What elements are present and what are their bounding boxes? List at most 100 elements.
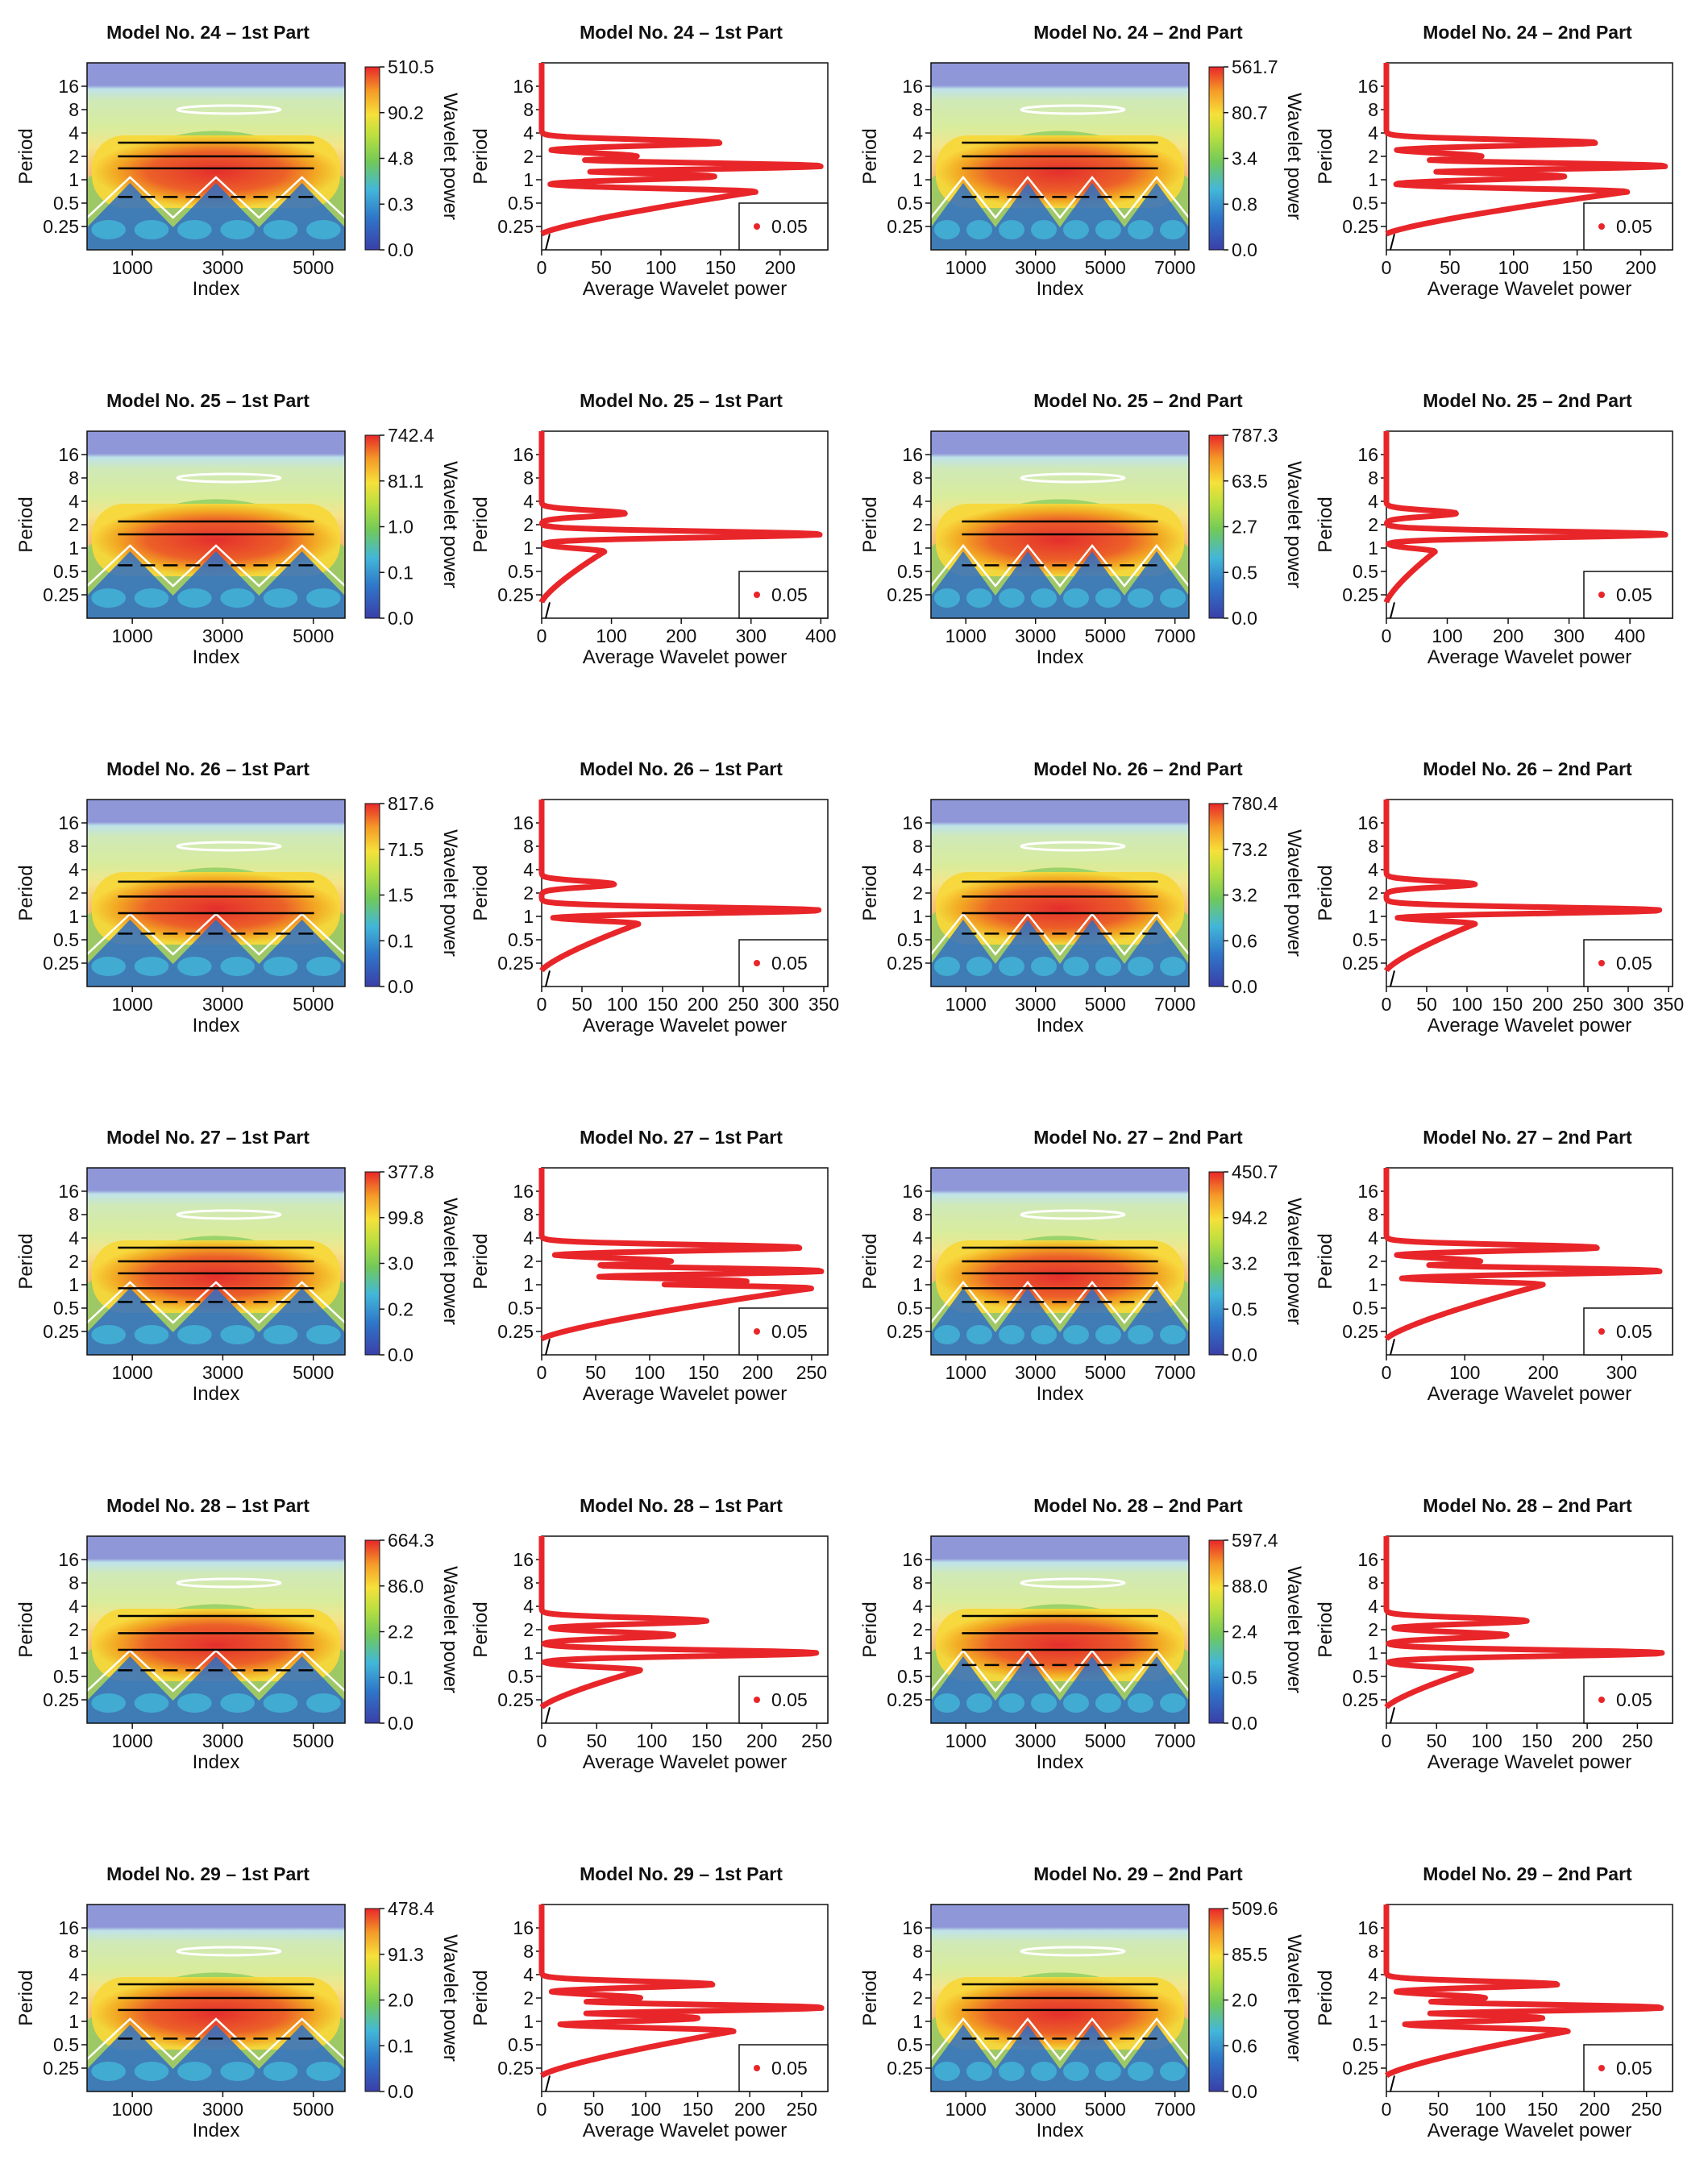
legend-label: 0.05 [771, 1689, 808, 1710]
colorbar-tick-label: 63.5 [1232, 471, 1268, 492]
x-axis-label: Index [1037, 646, 1084, 668]
plot-frame [541, 1167, 829, 1356]
y-tick-label: 4 [69, 859, 79, 880]
y-tick-label: 0.5 [508, 1666, 534, 1687]
y-tick-label: 1 [1368, 1643, 1378, 1664]
mottle [999, 1325, 1024, 1344]
y-tick-label: 4 [523, 123, 534, 143]
colorbar-tick-label: 450.7 [1232, 1161, 1278, 1182]
panel-scalogram-29-0: Model No. 29 – 1st Part 16 84 2 10.5 0.25 Peri… [15, 1863, 461, 2141]
y-tick-label: 2 [523, 1251, 534, 1272]
y-tick-label: 1 [912, 1274, 923, 1295]
colorbar [364, 66, 380, 251]
contour-ellipse [176, 1577, 282, 1589]
colorbar-tick-label: 0.5 [1232, 1667, 1257, 1688]
y-axis-label: Period [859, 1601, 881, 1657]
legend-label: 0.05 [1616, 2058, 1652, 2079]
significance-contour [86, 176, 346, 219]
x-tick-label: 3000 [1015, 1730, 1056, 1751]
panel-scalogram-24-2: Model No. 24 – 2nd Part 168 4 21 0.50.25 Peri… [859, 22, 1305, 300]
y-tick-label: 16 [513, 444, 534, 465]
plot-frame [86, 799, 346, 987]
y-tick-label: 1 [912, 169, 923, 190]
panel-average-24-3: Model No. 24 – 2nd Part 168 4 21 0.50.25 Peri… [1315, 22, 1673, 300]
y-tick-label: 0.5 [53, 929, 79, 950]
x-tick-label: 250 [796, 1362, 827, 1383]
x-tick-label: 300 [736, 625, 767, 646]
mottle [1095, 1693, 1121, 1713]
mottle [263, 1693, 298, 1713]
colorbar-tick-label: 0.3 [388, 193, 413, 214]
y-axis-label: Period [470, 1233, 492, 1289]
low-power-region [931, 183, 1189, 250]
x-tick-label: 3000 [202, 1730, 243, 1751]
x-tick-label: 3000 [1015, 257, 1056, 278]
mottle [1128, 957, 1153, 976]
y-tick-label: 0.25 [1342, 584, 1378, 605]
x-axis-label: Average Wavelet power [583, 1015, 787, 1036]
panel-scalogram-26-0: Model No. 26 – 1st Part 16 84 2 10.5 0.25 Peri… [15, 758, 461, 1036]
x-tick-label: 0 [1382, 257, 1392, 278]
x-tick-label: 300 [1606, 1362, 1637, 1383]
x-tick-label: 1000 [112, 994, 153, 1015]
x-tick-label: 100 [1471, 1730, 1502, 1751]
curve-tail [545, 1339, 551, 1356]
x-tick-label: 200 [1579, 2099, 1610, 2120]
mottle [1031, 1325, 1057, 1344]
mottle [966, 1693, 992, 1713]
colorbar-tick-label: 1.0 [388, 517, 413, 538]
y-tick-label: 0.5 [897, 2034, 923, 2055]
legend-marker [1598, 223, 1605, 230]
legend-marker [1598, 960, 1605, 966]
y-tick-label: 8 [912, 99, 923, 120]
panel-title: Model No. 28 – 1st Part [580, 1495, 783, 1516]
curve-tail [545, 1707, 551, 1724]
y-tick-label: 16 [58, 1181, 79, 1202]
mottle [966, 220, 992, 239]
y-tick-label: 2 [69, 1619, 79, 1640]
mottle [1128, 1693, 1153, 1713]
y-tick-label: 8 [69, 1572, 79, 1593]
x-tick-label: 5000 [1085, 2099, 1126, 2120]
y-tick-label: 2 [523, 514, 534, 535]
colorbar-tick-label: 0.0 [388, 1713, 413, 1734]
y-tick-label: 0.25 [43, 216, 79, 237]
colorbar [1208, 66, 1224, 251]
y-tick-label: 0.25 [43, 1321, 79, 1342]
colorbar [1208, 434, 1224, 619]
mottle [91, 588, 126, 608]
y-tick-label: 2 [912, 1251, 923, 1272]
y-tick-label: 0.5 [897, 193, 923, 214]
legend-label: 0.05 [1616, 216, 1652, 237]
panel-title: Model No. 29 – 1st Part [106, 1863, 310, 1884]
colorbar-tick-label: 510.5 [388, 56, 434, 77]
x-tick-label: 100 [634, 1362, 665, 1383]
x-tick-label: 200 [746, 1730, 777, 1751]
mottle [1128, 1325, 1153, 1344]
x-tick-label: 200 [1572, 1730, 1602, 1751]
mottle [306, 2062, 341, 2081]
curve-tail [545, 970, 551, 987]
x-tick-label: 1000 [112, 257, 153, 278]
mottle [91, 1693, 126, 1713]
x-axis-label: Index [193, 278, 240, 300]
mottle [966, 957, 992, 976]
x-axis-label: Index [193, 1383, 240, 1405]
low-power-region [931, 1288, 1189, 1355]
colorbar [364, 803, 380, 987]
colorbar [1208, 1539, 1224, 1724]
mottle [306, 1325, 341, 1344]
x-tick-label: 300 [1553, 625, 1584, 646]
low-power-region [931, 920, 1189, 987]
x-tick-label: 200 [765, 257, 796, 278]
y-tick-label: 0.25 [887, 584, 923, 605]
x-tick-label: 3000 [1015, 1362, 1056, 1383]
y-axis-label: Period [470, 1970, 492, 2025]
mottle [91, 2062, 126, 2081]
panel-average-28-1: Model No. 28 – 1st Part 168 42 10.50.25 Peri… [470, 1495, 833, 1773]
legend-label: 0.05 [1616, 1321, 1652, 1342]
y-tick-label: 8 [69, 836, 79, 857]
panel-title: Model No. 26 – 2nd Part [1423, 758, 1632, 779]
y-tick-label: 0.25 [43, 953, 79, 974]
